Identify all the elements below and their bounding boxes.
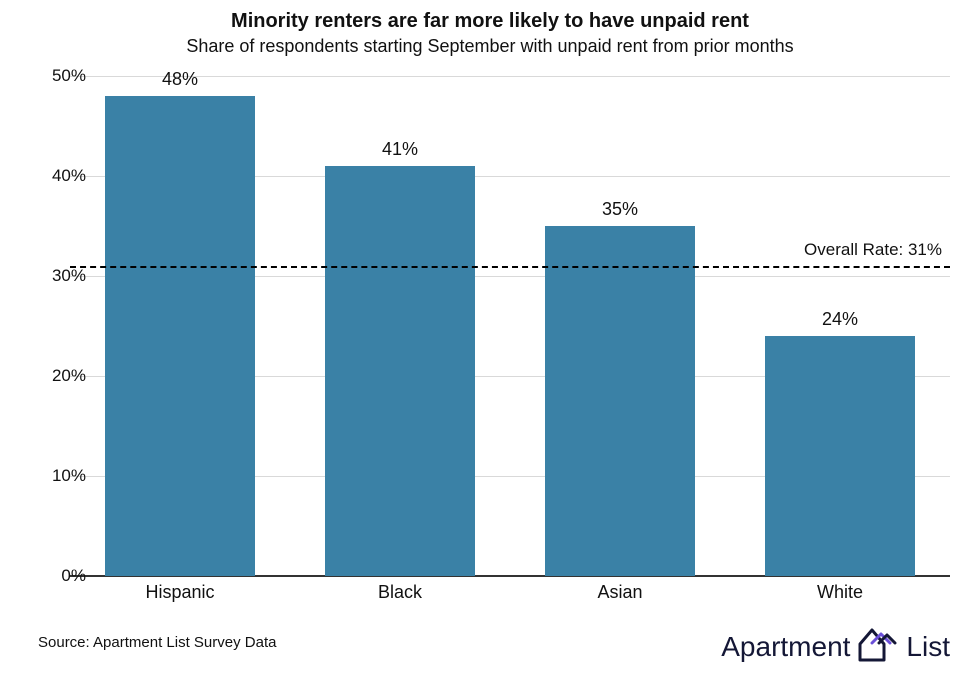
bar-value-label: 35% [602,199,638,220]
y-axis-tick-label: 50% [26,66,86,86]
x-axis-category-label: White [817,582,863,603]
reference-line [70,266,950,268]
brand-logo: Apartment List [721,624,950,669]
house-chevron-icon [856,624,900,669]
bar [765,336,915,576]
bar [325,166,475,576]
logo-text-list: List [906,631,950,663]
bar-value-label: 41% [382,139,418,160]
x-axis-category-label: Hispanic [145,582,214,603]
reference-line-label: Overall Rate: 31% [804,240,942,260]
plot-area: 48%41%35%24%Overall Rate: 31% [70,76,950,576]
y-axis-tick-label: 40% [26,166,86,186]
y-axis-tick-label: 30% [26,266,86,286]
bar-value-label: 48% [162,69,198,90]
chart-subtitle: Share of respondents starting September … [0,36,980,57]
chart-title: Minority renters are far more likely to … [0,10,980,33]
logo-text-apartment: Apartment [721,631,850,663]
y-axis-tick-label: 0% [26,566,86,586]
bar [545,226,695,576]
source-text: Source: Apartment List Survey Data [38,634,276,651]
bar [105,96,255,576]
chart-container: Minority renters are far more likely to … [0,0,980,683]
y-axis-tick-label: 10% [26,466,86,486]
bar-value-label: 24% [822,309,858,330]
x-axis-category-label: Asian [597,582,642,603]
y-axis-tick-label: 20% [26,366,86,386]
gridline [70,76,950,77]
gridline [70,576,950,577]
x-axis-category-label: Black [378,582,422,603]
